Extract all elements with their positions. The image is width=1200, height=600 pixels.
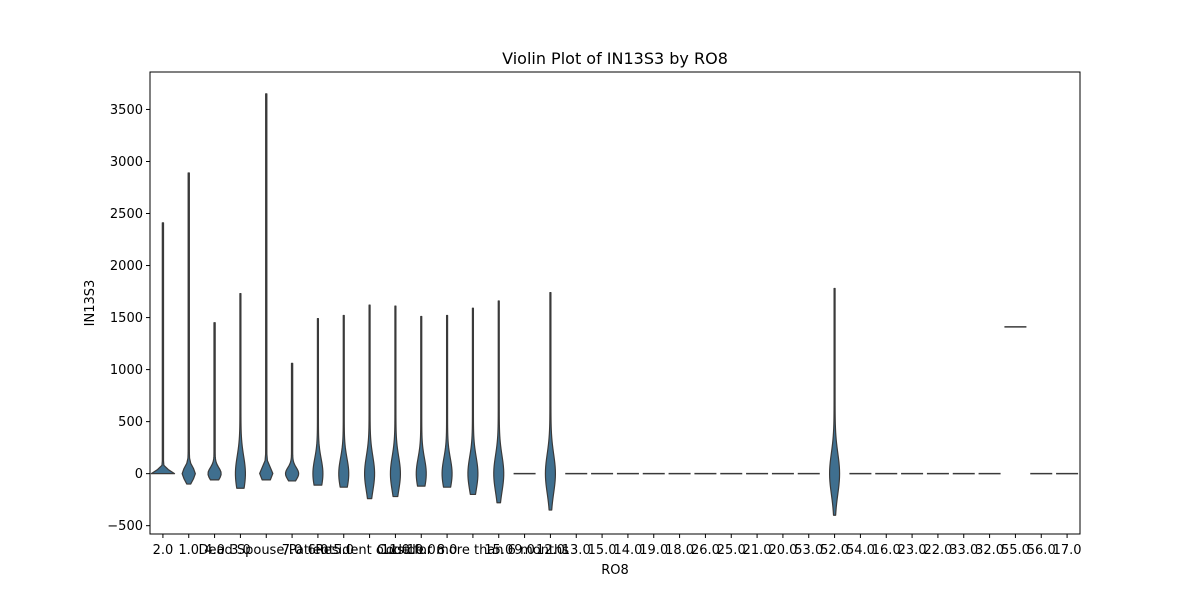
y-tick-label: 2000 [110,259,143,274]
x-tick-label: 4.0 [204,543,225,558]
x-tick-label: 7.0 [282,543,303,558]
violin-body [150,222,176,475]
violin-body [544,291,557,511]
violin-body [259,93,274,481]
y-tick-label: 500 [118,415,143,430]
x-tick-label: 55.0 [1001,543,1030,558]
plot-frame [149,71,1081,535]
violin-body [467,307,479,496]
x-tick-label: 53.0 [794,543,823,558]
x-tick-label: Dead Spouse/Patient [199,543,334,558]
chart-title: Violin Plot of IN13S3 by RO8 [502,49,728,68]
x-tick-label: 26.0 [691,543,720,558]
violin-body [234,293,246,489]
x-tick-label: 33.0 [949,543,978,558]
violin-body [284,362,300,482]
violin-body [207,322,222,481]
y-tick-label: −500 [107,519,143,534]
x-tick-label: 54.0 [846,543,875,558]
y-tick-label: 1000 [110,363,143,378]
x-tick-label: 18.0 [665,543,694,558]
violin-body [441,314,453,488]
x-axis-label: RO8 [601,563,629,578]
violin-body [415,315,427,487]
x-tick-label: 12.0 [536,543,565,558]
x-tick-label: 8.0 [437,543,458,558]
x-tick-label: 20.0 [768,543,797,558]
y-axis-ticks: −500 0 500 1000 1500 2000 2500 3000 3500 [107,103,150,534]
violin-body [181,172,196,485]
x-tick-label: 6.0 [308,543,329,558]
x-tick-label: 9.0 [514,543,535,558]
y-tick-label: 3500 [110,103,143,118]
x-tick-label: 19.0 [639,543,668,558]
x-tick-label: 5.0 [333,543,354,558]
y-tick-label: 2500 [110,207,143,222]
x-tick-label: 10.0 [407,543,436,558]
x-tick-label: 56.0 [1027,543,1056,558]
violin-body [312,318,324,486]
x-tick-label: 16.0 [872,543,901,558]
x-tick-label: 11.0 [381,543,410,558]
violin-body [493,300,505,504]
x-tick-label: Code for more than 6 months [377,543,569,558]
y-tick-label: 3000 [110,155,143,170]
y-tick-label: 0 [135,467,143,482]
x-tick-label: 21.0 [743,543,772,558]
x-tick-label: 23.0 [898,543,927,558]
x-tick-label: 22.0 [923,543,952,558]
x-tick-label: 25.0 [717,543,746,558]
x-tick-label: 52.0 [820,543,849,558]
violin-body [389,305,402,498]
x-tick-label: Resident outside [315,543,423,558]
x-tick-label: 3.0 [230,543,251,558]
x-tick-label: 13.0 [562,543,591,558]
x-tick-label: 14.0 [613,543,642,558]
violin-body [338,314,350,488]
x-tick-label: 32.0 [975,543,1004,558]
violin-body [363,304,376,500]
x-tick-label: 15.0 [588,543,617,558]
x-tick-label: 1.0 [178,543,199,558]
y-tick-label: 1500 [110,311,143,326]
violin-series [150,93,1079,516]
x-tick-label: 17.0 [1053,543,1082,558]
x-tick-label: 2.0 [153,543,174,558]
y-axis-label: IN13S3 [83,280,98,327]
violin-body [828,287,841,516]
x-tick-label: 15.0 [484,543,513,558]
